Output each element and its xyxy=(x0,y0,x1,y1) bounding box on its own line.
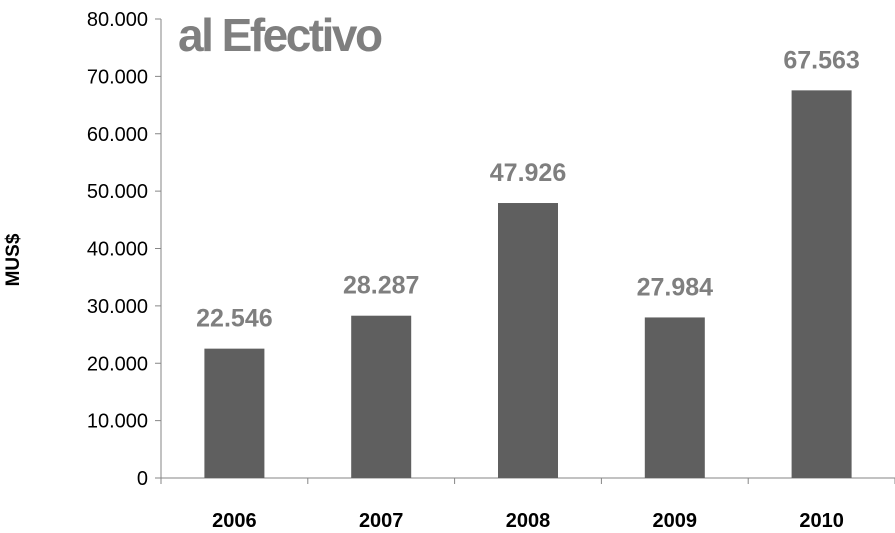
bar-2010 xyxy=(791,90,852,478)
chart-title: al Efectivo xyxy=(178,9,383,61)
x-tick-label-2010: 2010 xyxy=(799,510,844,532)
y-tick-label: 80.000 xyxy=(87,9,148,31)
y-tick-label: 20.000 xyxy=(87,353,148,375)
bar-2007 xyxy=(351,315,412,478)
value-label-2007: 28.287 xyxy=(343,272,419,300)
y-tick-label: 0 xyxy=(137,468,148,490)
y-tick-label: 70.000 xyxy=(87,66,148,88)
y-tick-label: 10.000 xyxy=(87,411,148,433)
value-label-2008: 47.926 xyxy=(490,159,566,187)
labels-group: 22.546 2006 28.287 2007 47.926 2008 27.984 2009… xyxy=(196,46,860,532)
x-tick-label-2008: 2008 xyxy=(506,510,551,532)
y-tick-label: 30.000 xyxy=(87,296,148,318)
y-tick-label: 60.000 xyxy=(87,124,148,146)
y-tick-label: 40.000 xyxy=(87,239,148,261)
x-tick-label-2007: 2007 xyxy=(359,510,404,532)
value-label-2010: 67.563 xyxy=(783,46,859,74)
chart-axes: 0 10.000 20.000 30.000 40.000 50.000 60.000 70.… xyxy=(87,9,895,490)
bar-2008 xyxy=(498,203,558,478)
value-label-2006: 22.546 xyxy=(196,305,272,333)
bar-2009 xyxy=(644,317,705,478)
bars-group xyxy=(204,90,852,478)
x-tick-label-2009: 2009 xyxy=(653,510,698,532)
value-label-2009: 27.984 xyxy=(637,273,714,301)
x-tick-label-2006: 2006 xyxy=(212,510,257,532)
y-tick-label: 50.000 xyxy=(87,181,148,203)
bar-2006 xyxy=(204,348,265,478)
